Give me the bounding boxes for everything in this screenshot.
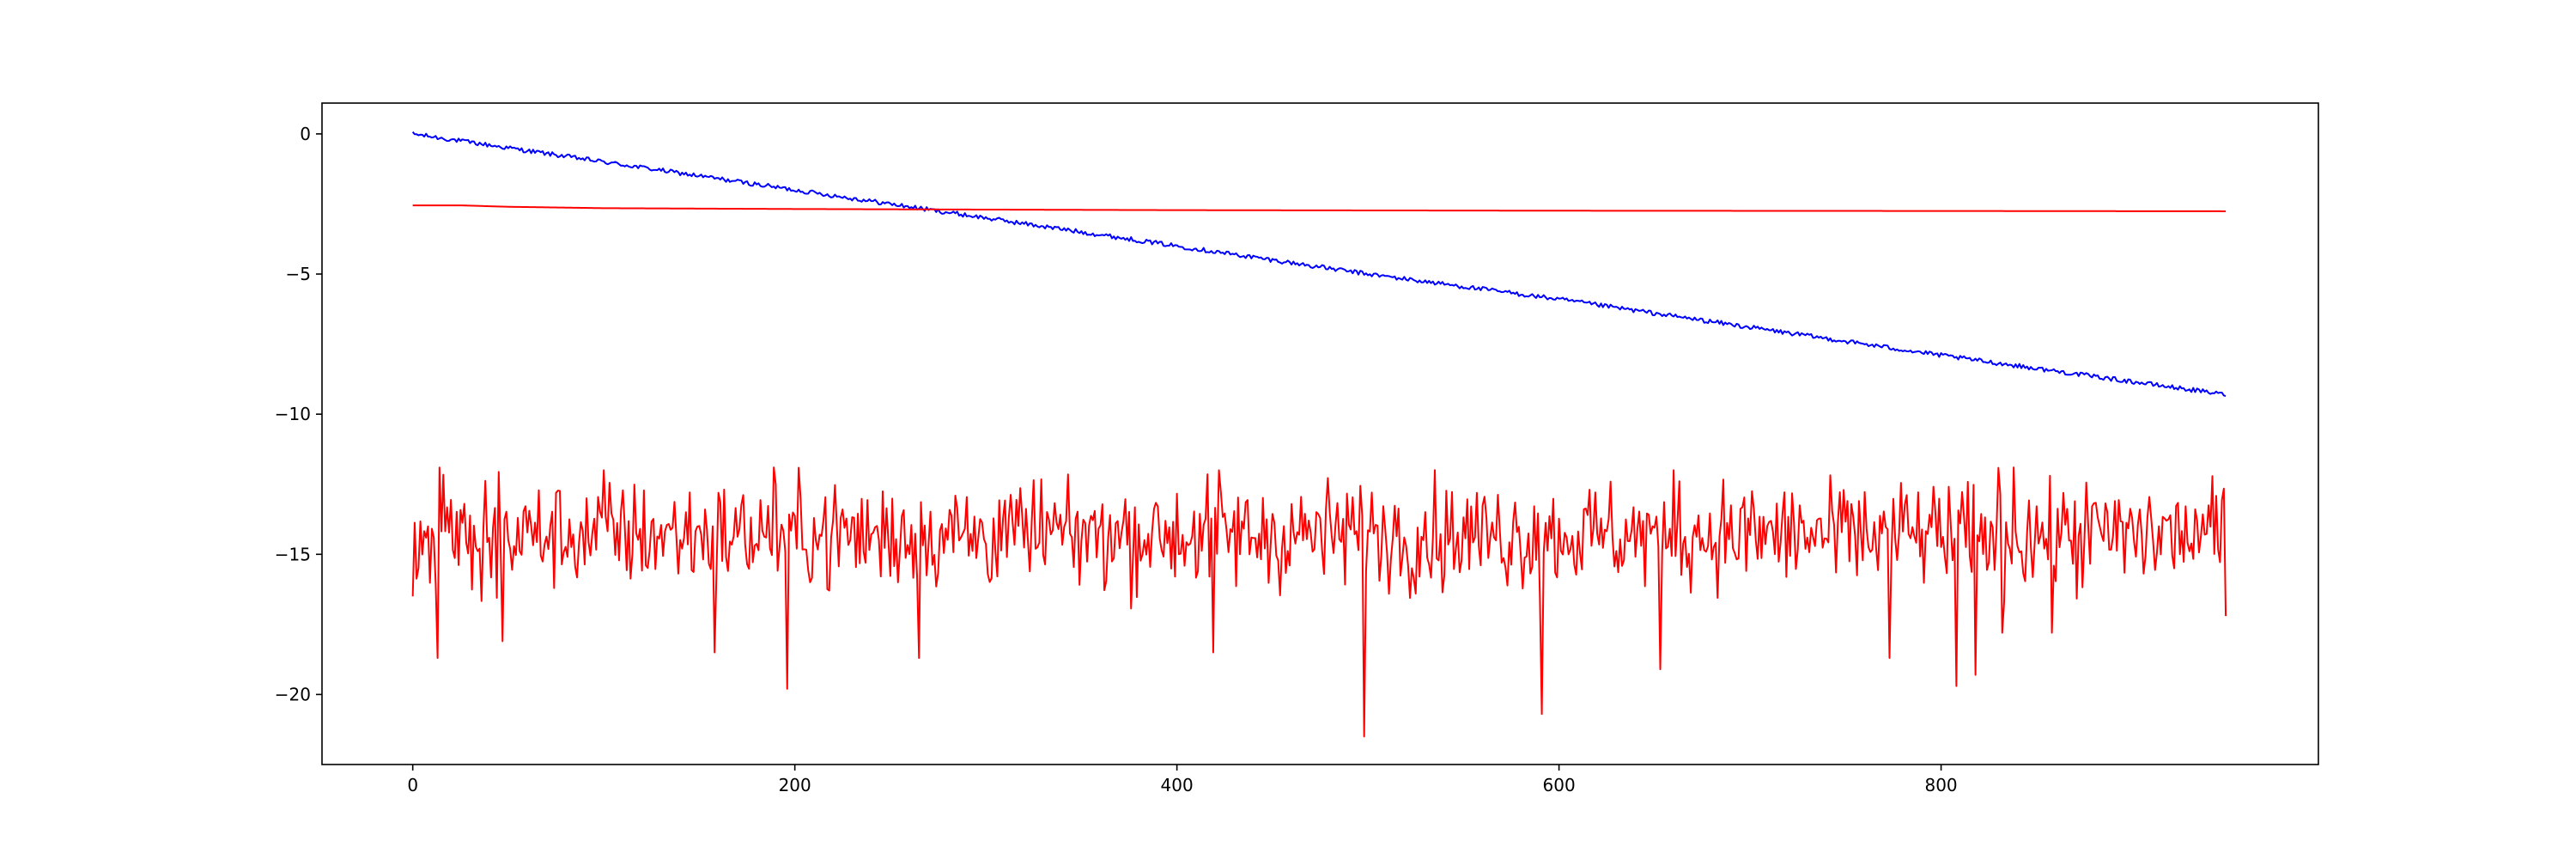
y-tick-label: −20: [275, 684, 311, 704]
series-line-2: [412, 204, 2227, 212]
y-tick-label: −5: [286, 264, 311, 284]
series-layer: [411, 131, 2227, 738]
x-axis: 0 200 400 600 800: [407, 765, 1958, 795]
x-tick-label: 0: [407, 775, 418, 795]
y-tick-label: −15: [275, 544, 311, 564]
x-tick-label: 200: [779, 775, 811, 795]
y-tick-label: −10: [275, 404, 311, 424]
axes-frame: [321, 102, 2319, 765]
y-axis: 0 −5 −10 −15 −20: [275, 124, 322, 704]
x-tick-label: 400: [1161, 775, 1194, 795]
x-tick-label: 800: [1924, 775, 1957, 795]
series-line-3: [411, 466, 2227, 738]
x-tick-label: 600: [1543, 775, 1576, 795]
y-tick-label: 0: [300, 124, 311, 144]
series-line-1: [411, 131, 2227, 398]
